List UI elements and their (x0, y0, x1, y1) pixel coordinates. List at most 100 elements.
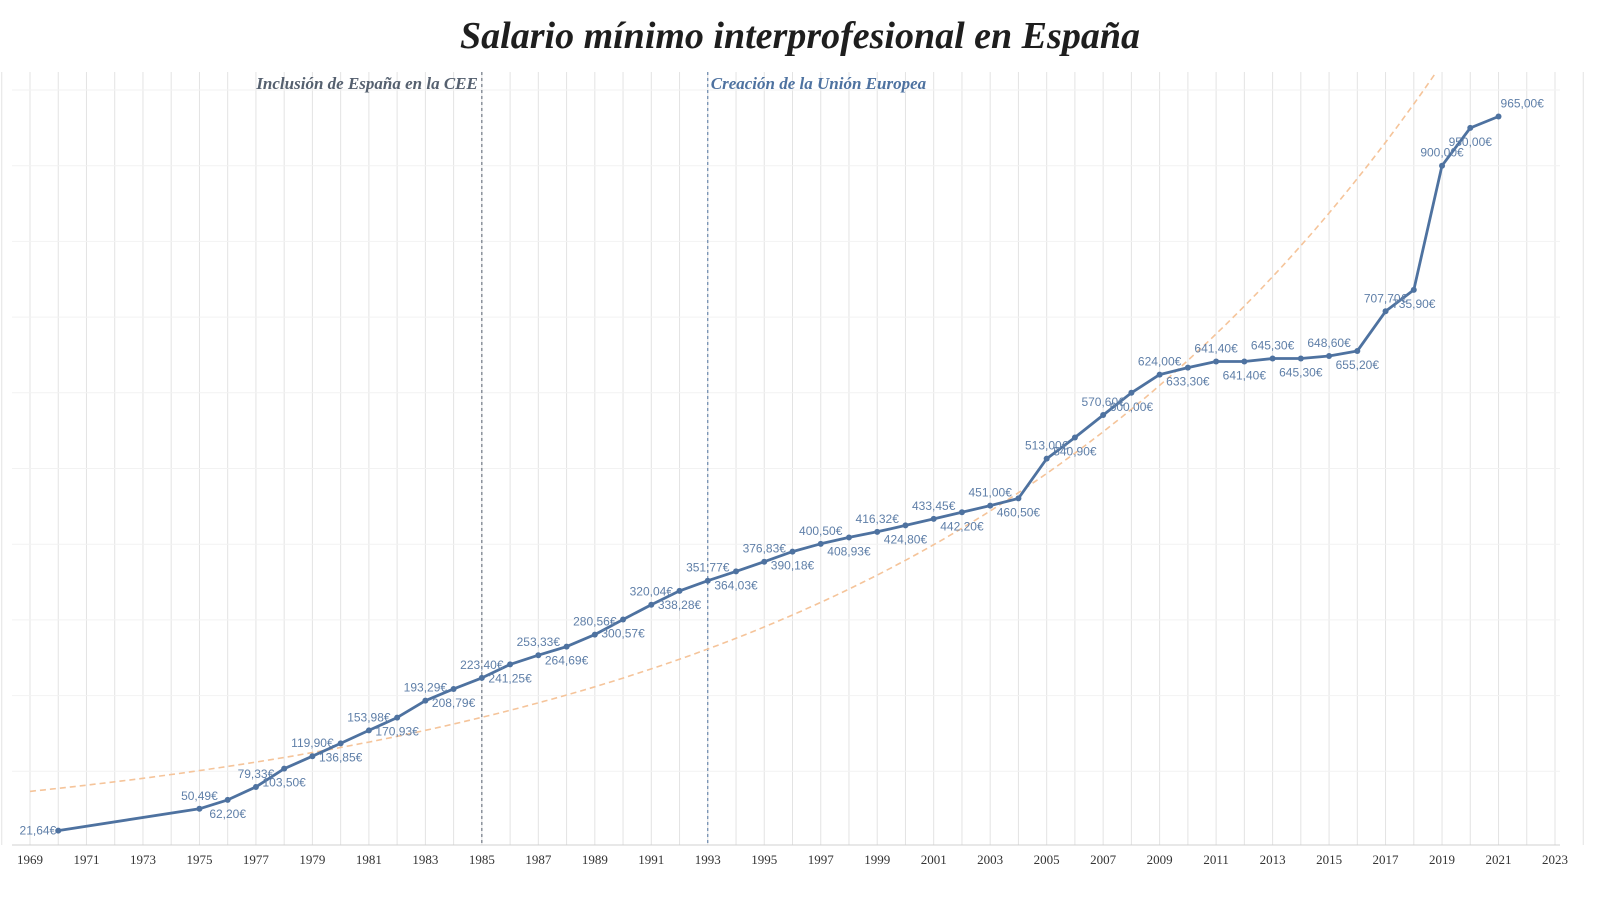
data-point (281, 765, 288, 772)
data-label: 633,30€ (1166, 375, 1210, 389)
data-point (252, 783, 259, 790)
data-point (1015, 495, 1022, 502)
data-point (958, 509, 965, 516)
series-line (57, 115, 1500, 832)
data-label: 264,69€ (545, 654, 589, 668)
annotation-label: Inclusión de España en la CEE (255, 74, 478, 93)
data-point (1043, 455, 1050, 462)
data-point (1213, 358, 1220, 365)
data-point (987, 502, 994, 509)
data-point (1156, 371, 1163, 378)
data-point (845, 534, 852, 541)
data-point (902, 522, 909, 529)
data-point (535, 652, 542, 659)
data-label: 62,20€ (209, 807, 246, 821)
data-point (224, 796, 231, 803)
data-point (591, 631, 598, 638)
data-label: 513,00€ (1025, 439, 1069, 453)
data-label: 400,50€ (799, 524, 843, 538)
x-tick-label: 1971 (73, 852, 99, 867)
data-point (478, 674, 485, 681)
x-tick-label: 1993 (695, 852, 721, 867)
data-label: 376,83€ (743, 542, 787, 556)
data-point (55, 827, 62, 834)
x-tick-label: 1995 (751, 852, 777, 867)
data-point (1269, 355, 1276, 362)
data-label: 208,79€ (432, 696, 476, 710)
data-label: 641,40€ (1194, 341, 1238, 355)
x-tick-label: 2019 (1429, 852, 1455, 867)
x-tick-label: 1981 (356, 852, 382, 867)
data-label: 641,40€ (1223, 368, 1267, 382)
data-label: 707,70€ (1364, 291, 1408, 305)
data-label: 21,64€ (20, 824, 57, 838)
data-point (507, 661, 514, 668)
data-point (817, 540, 824, 547)
data-point (563, 643, 570, 650)
x-tick-label: 2009 (1147, 852, 1173, 867)
data-point (704, 577, 711, 584)
data-label: 600,00€ (1110, 400, 1154, 414)
data-point (1354, 348, 1361, 355)
data-point (309, 753, 316, 760)
data-point (930, 515, 937, 522)
x-tick-label: 2017 (1373, 852, 1400, 867)
data-label: 645,30€ (1279, 366, 1323, 380)
data-label: 300,57€ (601, 626, 645, 640)
data-point (1128, 389, 1135, 396)
data-label: 241,25€ (488, 671, 532, 685)
data-label: 645,30€ (1251, 339, 1295, 353)
x-tick-label: 2013 (1260, 852, 1286, 867)
data-point (1495, 113, 1502, 120)
x-tick-label: 2021 (1486, 852, 1512, 867)
data-label: 442,20€ (940, 519, 984, 533)
x-tick-label: 1987 (525, 852, 552, 867)
x-tick-label: 2003 (977, 852, 1003, 867)
x-tick-label: 1989 (582, 852, 608, 867)
x-tick-label: 2007 (1090, 852, 1117, 867)
data-label: 50,49€ (181, 789, 218, 803)
data-label: 193,29€ (404, 681, 448, 695)
data-point (1241, 358, 1248, 365)
data-label: 735,90€ (1392, 297, 1436, 311)
data-point (676, 587, 683, 594)
data-label: 170,93€ (375, 725, 419, 739)
x-tick-label: 2011 (1203, 852, 1229, 867)
x-tick-label: 1997 (808, 852, 835, 867)
data-point (1297, 355, 1304, 362)
data-point (196, 805, 203, 812)
data-point (422, 697, 429, 704)
annotation-label: Creación de la Unión Europea (711, 74, 927, 93)
data-label: 965,00€ (1501, 96, 1545, 110)
data-label: 390,18€ (771, 559, 815, 573)
x-tick-label: 2005 (1034, 852, 1060, 867)
data-point (1439, 162, 1446, 169)
data-label: 460,50€ (997, 505, 1041, 519)
data-point (365, 727, 372, 734)
data-label: 570,60€ (1081, 395, 1125, 409)
x-tick-label: 2023 (1542, 852, 1568, 867)
data-label: 320,04€ (630, 585, 674, 599)
data-label: 655,20€ (1336, 358, 1380, 372)
data-point (1382, 308, 1389, 315)
x-tick-label: 1999 (864, 852, 890, 867)
trend-line (29, 73, 1436, 793)
data-point (1100, 412, 1107, 419)
data-point (1326, 353, 1333, 360)
data-label: 408,93€ (827, 544, 871, 558)
data-label: 79,33€ (238, 767, 275, 781)
data-point (450, 685, 457, 692)
data-point (1410, 286, 1417, 293)
data-label: 364,03€ (714, 578, 758, 592)
x-tick-label: 1969 (17, 852, 43, 867)
data-point (1467, 124, 1474, 131)
data-label: 119,90€ (291, 736, 334, 750)
x-tick-label: 1979 (299, 852, 325, 867)
x-tick-label: 2015 (1316, 852, 1342, 867)
data-label: 153,98€ (347, 710, 391, 724)
data-label: 624,00€ (1138, 355, 1182, 369)
data-label: 351,77€ (686, 561, 730, 575)
data-point (789, 548, 796, 555)
data-label: 103,50€ (262, 776, 306, 790)
